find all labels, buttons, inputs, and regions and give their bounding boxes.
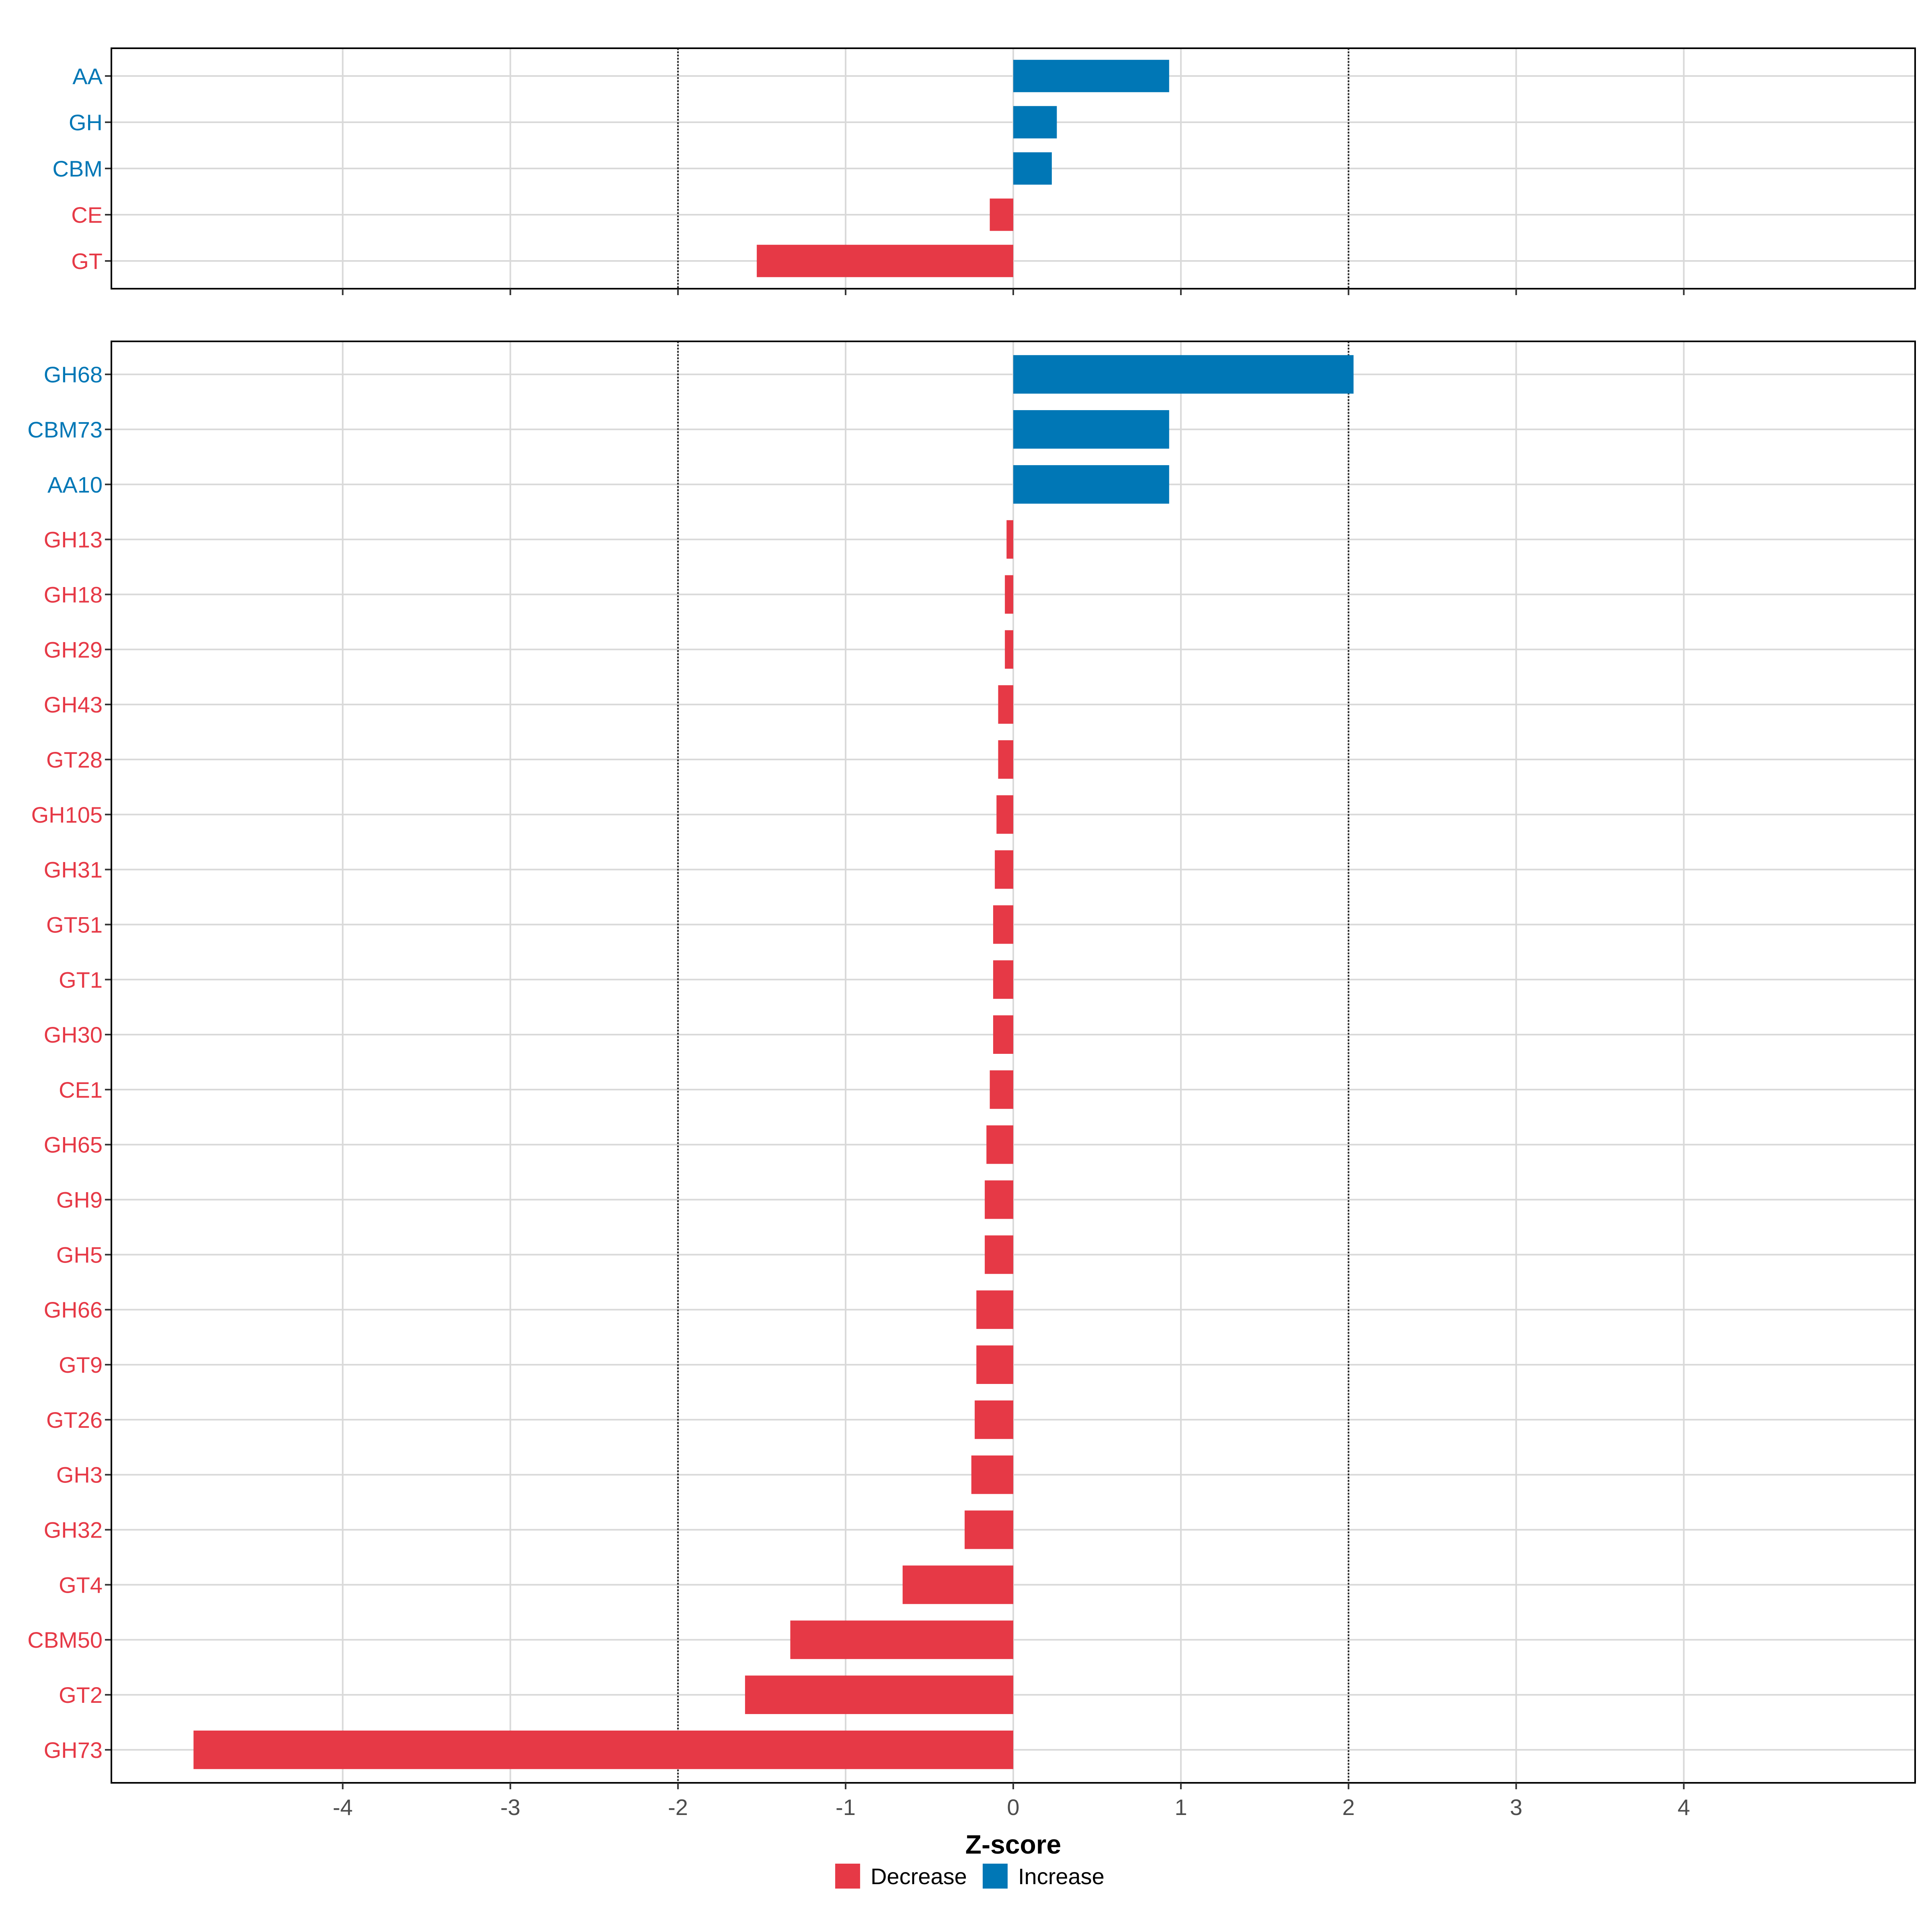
y-tick-label-cbm50: CBM50 <box>27 1627 103 1653</box>
y-tick-label-gt26: GT26 <box>46 1407 103 1433</box>
x-tick-label: 2 <box>1342 1794 1355 1820</box>
bar-gh <box>1013 106 1057 139</box>
bar-gt2 <box>745 1675 1013 1714</box>
bar-gh3 <box>971 1455 1013 1494</box>
y-tick-label-gt2: GT2 <box>59 1682 103 1708</box>
y-tick-label-gh: GH <box>69 110 103 135</box>
bar-gh5 <box>985 1235 1013 1274</box>
chart-panels: AA GH CBM CE GT GH68 CBM73 AA10 GH13 GH18 GH29 GH43… <box>27 47 1916 1789</box>
bar-gh105 <box>996 795 1013 834</box>
bar-cbm <box>1013 152 1052 185</box>
bar-gh31 <box>995 850 1013 889</box>
legend: Decrease Increase <box>835 1864 1105 1889</box>
y-tick-label-gt9: GT9 <box>59 1352 103 1378</box>
y-tick-label-gh65: GH65 <box>44 1132 103 1158</box>
bar-aa10 <box>1013 465 1169 504</box>
y-tick-label-gt51: GT51 <box>46 912 103 937</box>
x-tick-label: 3 <box>1510 1794 1522 1820</box>
legend-key-decrease <box>835 1864 860 1889</box>
bar-gh29 <box>1005 630 1013 669</box>
bar-cbm50 <box>790 1620 1013 1659</box>
bar-cbm73 <box>1013 410 1169 449</box>
bar-gt28 <box>998 740 1013 779</box>
bar-gh43 <box>998 685 1013 724</box>
bar-gh66 <box>976 1290 1013 1329</box>
x-tick-label: -4 <box>333 1794 353 1820</box>
panel-top: AA GH CBM CE GT <box>53 47 1916 295</box>
legend-key-increase <box>983 1864 1008 1889</box>
y-tick-label-gh5: GH5 <box>56 1242 103 1267</box>
y-tick-label-gh18: GH18 <box>44 582 103 607</box>
y-tick-label-cbm73: CBM73 <box>27 417 103 442</box>
bar-gh73 <box>193 1731 1014 1769</box>
x-tick-label: -2 <box>668 1794 688 1820</box>
x-axis-label: Z-score <box>965 1829 1061 1859</box>
y-tick-label-aa: AA <box>72 64 103 89</box>
bar-gt26 <box>975 1400 1013 1439</box>
x-tick-label: -1 <box>836 1794 856 1820</box>
y-tick-label-gh68: GH68 <box>44 362 103 387</box>
bar-aa <box>1013 60 1169 92</box>
bar-ce1 <box>990 1070 1013 1109</box>
bar-gh65 <box>986 1125 1013 1164</box>
bar-gt9 <box>976 1345 1013 1384</box>
legend-label-increase: Increase <box>1018 1864 1105 1889</box>
bar-gt51 <box>993 905 1013 944</box>
bar-gt4 <box>902 1565 1013 1604</box>
x-axis: -4 -3 -2 -1 0 1 2 3 4 <box>333 1794 1690 1820</box>
x-tick-label: 0 <box>1007 1794 1019 1820</box>
bar-gt1 <box>993 960 1013 999</box>
y-tick-label-gh3: GH3 <box>56 1462 103 1488</box>
y-tick-label-aa10: AA10 <box>47 472 103 497</box>
y-tick-label-gt28: GT28 <box>46 747 103 772</box>
y-tick-label-gt1: GT1 <box>59 967 103 992</box>
bar-gh32 <box>965 1510 1013 1549</box>
y-tick-label-gh13: GH13 <box>44 527 103 552</box>
y-tick-label-cbm: CBM <box>53 156 103 181</box>
y-tick-label-gh73: GH73 <box>44 1737 103 1763</box>
y-tick-label-ce: CE <box>71 202 103 228</box>
bar-gh9 <box>985 1180 1013 1219</box>
bar-gh30 <box>993 1015 1013 1054</box>
y-tick-label-gt4: GT4 <box>59 1572 103 1597</box>
y-tick-label-gh66: GH66 <box>44 1297 103 1322</box>
legend-label-decrease: Decrease <box>871 1864 967 1889</box>
y-tick-label-gh31: GH31 <box>44 857 103 883</box>
x-tick-label: -3 <box>500 1794 520 1820</box>
bar-gh18 <box>1005 575 1013 614</box>
bar-gh13 <box>1006 520 1013 559</box>
x-tick-label: 1 <box>1174 1794 1187 1820</box>
bar-gt <box>757 244 1013 277</box>
y-tick-label-gh9: GH9 <box>56 1187 103 1213</box>
x-tick-label: 4 <box>1677 1794 1690 1820</box>
y-tick-label-gh32: GH32 <box>44 1517 103 1543</box>
y-tick-label-gh105: GH105 <box>31 802 103 827</box>
bar-gh68 <box>1013 355 1354 394</box>
y-tick-label-gh30: GH30 <box>44 1022 103 1047</box>
bar-ce <box>990 198 1013 231</box>
y-tick-label-ce1: CE1 <box>59 1077 103 1103</box>
y-tick-label-gh43: GH43 <box>44 692 103 717</box>
y-tick-label-gt: GT <box>71 248 103 274</box>
panel-bottom: GH68 CBM73 AA10 GH13 GH18 GH29 GH43 GT28 GH105 GH… <box>27 341 1916 1789</box>
y-tick-label-gh29: GH29 <box>44 637 103 662</box>
